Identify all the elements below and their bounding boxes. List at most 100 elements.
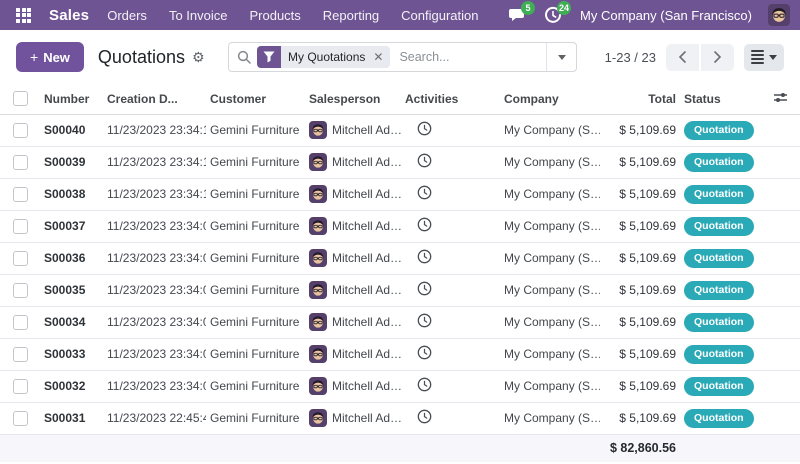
total-amount: $ 5,109.69	[600, 146, 680, 179]
salesperson-name: Mitchell Ad…	[332, 155, 401, 169]
chat-bubble-icon	[508, 6, 528, 23]
column-header-creation-date[interactable]: Creation D...	[103, 84, 206, 115]
status-badge: Quotation	[684, 120, 754, 140]
salesperson-name: Mitchell Ad…	[332, 251, 401, 265]
table-row[interactable]: S00036 11/23/2023 23:34:0 Gemini Furnitu…	[0, 242, 800, 275]
table-row[interactable]: S00034 11/23/2023 23:34:0 Gemini Furnitu…	[0, 306, 800, 339]
gear-icon[interactable]: ⚙	[191, 48, 205, 65]
customer-name: Gemini Furniture	[206, 402, 305, 435]
column-header-status[interactable]: Status	[680, 84, 758, 115]
filter-funnel-icon[interactable]	[257, 46, 281, 68]
table-row[interactable]: S00031 11/23/2023 22:45:4 Gemini Furnitu…	[0, 402, 800, 435]
table-body: S00040 11/23/2023 23:34:1 Gemini Furnitu…	[0, 114, 800, 435]
row-checkbox[interactable]	[12, 154, 28, 170]
customer-name: Gemini Furniture	[206, 178, 305, 211]
column-header-company[interactable]: Company	[500, 84, 600, 115]
company-switcher[interactable]: My Company (San Francisco)	[580, 7, 752, 23]
row-checkbox[interactable]	[12, 282, 28, 298]
quotation-number[interactable]: S00037	[40, 210, 103, 243]
pager-previous-button[interactable]	[666, 43, 699, 71]
quotation-number[interactable]: S00036	[40, 242, 103, 275]
row-checkbox[interactable]	[12, 410, 28, 426]
company-name: My Company (S…	[500, 210, 600, 243]
quotation-number[interactable]: S00031	[40, 402, 103, 435]
menu-item-to-invoice[interactable]: To Invoice	[168, 7, 228, 23]
status-badge: Quotation	[684, 376, 754, 396]
salesperson-avatar	[309, 217, 327, 235]
table-row[interactable]: S00040 11/23/2023 23:34:1 Gemini Furnitu…	[0, 114, 800, 147]
row-checkbox[interactable]	[12, 346, 28, 362]
customer-name: Gemini Furniture	[206, 242, 305, 275]
activity-clock-icon[interactable]	[417, 345, 432, 360]
row-checkbox[interactable]	[12, 378, 28, 394]
customer-name: Gemini Furniture	[206, 114, 305, 147]
status-badge: Quotation	[684, 408, 754, 428]
view-switcher-button[interactable]	[744, 43, 784, 71]
table-row[interactable]: S00039 11/23/2023 23:34:1 Gemini Furnitu…	[0, 146, 800, 179]
filter-facet: My Quotations ✕	[257, 46, 391, 68]
row-checkbox[interactable]	[12, 218, 28, 234]
table-footer-row: $ 82,860.56	[0, 433, 800, 462]
quotation-number[interactable]: S00040	[40, 114, 103, 147]
activity-clock-icon[interactable]	[417, 153, 432, 168]
creation-date: 11/23/2023 23:34:0	[103, 210, 206, 243]
pager-next-button[interactable]	[701, 43, 734, 71]
table-row[interactable]: S00033 11/23/2023 23:34:0 Gemini Furnitu…	[0, 338, 800, 371]
table-row[interactable]: S00035 11/23/2023 23:34:0 Gemini Furnitu…	[0, 274, 800, 307]
select-all-checkbox[interactable]	[12, 91, 28, 107]
search-input[interactable]: Search...	[399, 50, 450, 64]
quotation-number[interactable]: S00038	[40, 178, 103, 211]
table-row[interactable]: S00032 11/23/2023 23:34:0 Gemini Furnitu…	[0, 370, 800, 403]
messages-button[interactable]: 5	[508, 1, 536, 24]
column-header-total[interactable]: Total	[600, 84, 680, 115]
total-amount: $ 5,109.69	[600, 370, 680, 403]
quotation-number[interactable]: S00034	[40, 306, 103, 339]
total-amount: $ 5,109.69	[600, 338, 680, 371]
row-checkbox[interactable]	[12, 250, 28, 266]
menu-item-reporting[interactable]: Reporting	[322, 7, 380, 23]
table-row[interactable]: S00038 11/23/2023 23:34:1 Gemini Furnitu…	[0, 178, 800, 211]
optional-columns-icon[interactable]	[773, 91, 788, 104]
pager-range: 1-23 / 23	[604, 49, 656, 65]
activity-clock-icon[interactable]	[417, 377, 432, 392]
menu-item-configuration[interactable]: Configuration	[401, 7, 479, 23]
column-header-number[interactable]: Number	[40, 84, 103, 115]
menu-item-orders[interactable]: Orders	[107, 7, 147, 23]
column-header-activities[interactable]: Activities	[401, 84, 500, 115]
quotation-number[interactable]: S00033	[40, 338, 103, 371]
activity-clock-icon[interactable]	[417, 409, 432, 424]
activity-clock-icon[interactable]	[417, 185, 432, 200]
column-header-salesperson[interactable]: Salesperson	[305, 84, 401, 115]
quotation-number[interactable]: S00032	[40, 370, 103, 403]
row-checkbox[interactable]	[12, 314, 28, 330]
creation-date: 11/23/2023 22:45:4	[103, 402, 206, 435]
search-dropdown-toggle[interactable]	[546, 43, 576, 71]
menu-item-products[interactable]: Products	[249, 7, 301, 23]
salesperson-avatar	[309, 377, 327, 395]
apps-grid-icon[interactable]	[16, 7, 31, 23]
salesperson-name: Mitchell Ad…	[332, 283, 401, 297]
salesperson-avatar	[309, 409, 327, 427]
quotation-number[interactable]: S00035	[40, 274, 103, 307]
chevron-down-icon	[557, 54, 566, 60]
column-header-customer[interactable]: Customer	[206, 84, 305, 115]
filter-facet-label[interactable]: My Quotations	[288, 50, 366, 64]
table-row[interactable]: S00037 11/23/2023 23:34:0 Gemini Furnitu…	[0, 210, 800, 243]
activity-clock-icon[interactable]	[417, 281, 432, 296]
quotation-number[interactable]: S00039	[40, 146, 103, 179]
activity-clock-icon[interactable]	[417, 313, 432, 328]
activity-clock-icon[interactable]	[417, 217, 432, 232]
activities-button[interactable]: 24	[544, 1, 572, 24]
top-menus: Orders To Invoice Products Reporting Configu…	[107, 8, 478, 23]
new-button[interactable]: + New	[16, 42, 84, 72]
remove-filter-icon[interactable]: ✕	[373, 50, 384, 64]
status-badge: Quotation	[684, 184, 754, 204]
activity-clock-icon[interactable]	[417, 249, 432, 264]
creation-date: 11/23/2023 23:34:1	[103, 178, 206, 211]
status-badge: Quotation	[684, 344, 754, 364]
row-checkbox[interactable]	[12, 186, 28, 202]
user-avatar[interactable]	[768, 4, 790, 26]
row-checkbox[interactable]	[12, 122, 28, 138]
app-name[interactable]: Sales	[49, 6, 90, 24]
activity-clock-icon[interactable]	[417, 121, 432, 136]
